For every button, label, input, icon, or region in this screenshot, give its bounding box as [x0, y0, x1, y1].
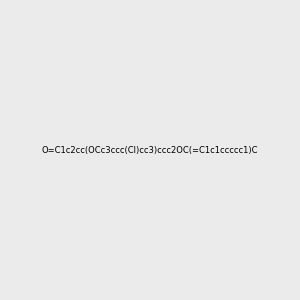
- Text: O=C1c2cc(OCc3ccc(Cl)cc3)ccc2OC(=C1c1ccccc1)C: O=C1c2cc(OCc3ccc(Cl)cc3)ccc2OC(=C1c1cccc…: [42, 146, 258, 154]
